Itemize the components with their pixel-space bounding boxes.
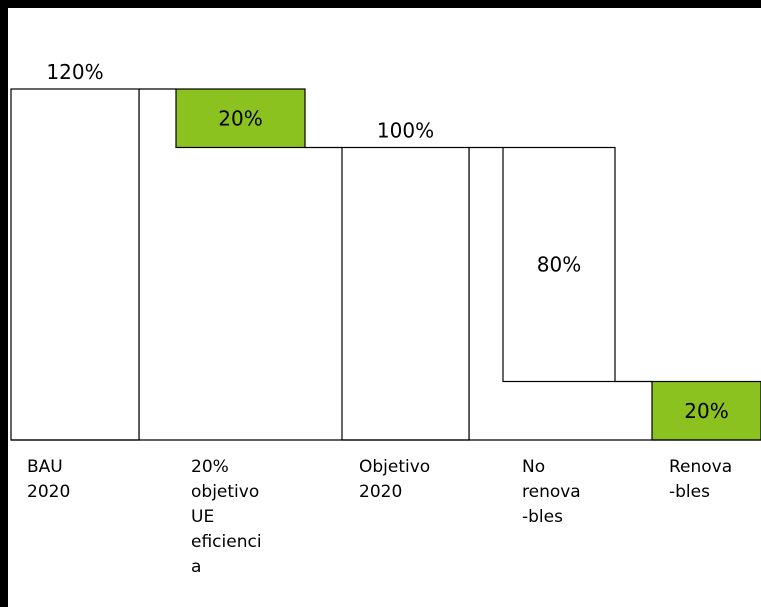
value-label-renovables: 20% xyxy=(684,399,728,423)
category-label-objetivo-2020: Objetivo 2020 xyxy=(359,457,431,502)
category-label-bau-2020: BAU 2020 xyxy=(27,457,71,502)
value-label-eficiencia: 20% xyxy=(218,106,262,130)
value-label-bau-2020: 120% xyxy=(46,60,103,84)
value-label-no-renovables: 80% xyxy=(537,253,581,277)
bar-eficiencia xyxy=(175,88,306,149)
bars-group xyxy=(10,88,761,441)
value-labels-group: 120% 20% 100% 80% 20% xyxy=(46,60,728,423)
bar-no-renovables xyxy=(502,146,616,383)
category-label-renovables: Renova -bles xyxy=(669,457,733,502)
category-label-eficiencia: 20% objetivo UE eficienci a xyxy=(191,457,262,577)
waterfall-chart: 120% 20% 100% 80% 20% xyxy=(10,60,761,441)
category-label-no-renovables: No renova -bles xyxy=(522,457,581,527)
bar-renovables xyxy=(651,380,761,441)
value-label-objetivo-2020: 100% xyxy=(377,119,434,143)
chart-canvas: 120% 20% 100% 80% 20% BAU 2020 20% objetivo … xyxy=(8,8,761,607)
bar-objetivo-2020 xyxy=(341,146,470,441)
bar-bau-2020 xyxy=(10,88,140,441)
